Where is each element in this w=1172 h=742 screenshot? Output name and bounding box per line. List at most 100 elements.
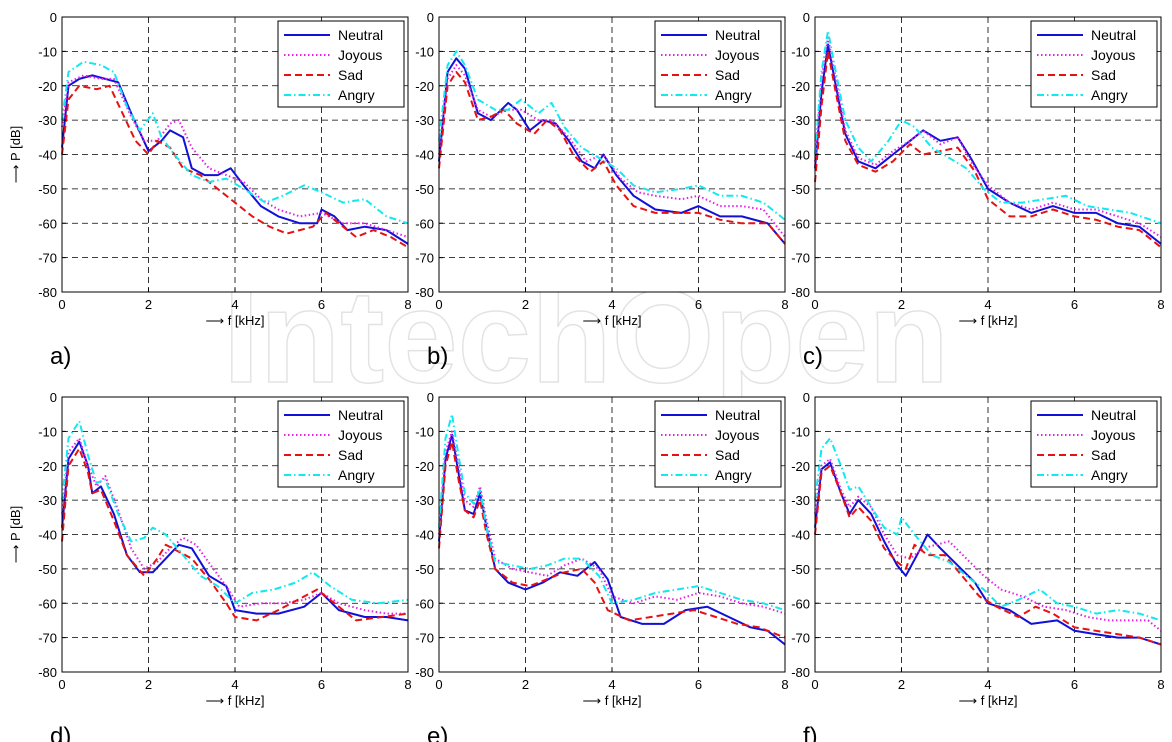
chart-panel: 0 2 4 6 8 -80 -70 -60 -50 -40 -30 -20 -10 0 ⟶ f [kHz] f… [791, 390, 1164, 742]
y-tick-label: -80 [415, 285, 434, 300]
series-line-joyous [814, 457, 1162, 632]
y-tick-label: -60 [415, 596, 434, 611]
y-tick-label: -30 [38, 113, 57, 128]
y-tick-label: 0 [803, 10, 810, 25]
y-tick-label: -70 [38, 251, 57, 266]
chart-panels: 0 2 4 6 8 -80 -70 -60 -50 -40 -30 -20 -10 0 ⟶ f [kHz] ⟶… [8, 10, 1165, 742]
panel-label: a) [50, 343, 71, 370]
chart-panel: 0 2 4 6 8 -80 -70 -60 -50 -40 -30 -20 -10 0 ⟶ f [kHz] ⟶… [8, 390, 412, 742]
legend-label-joyous: Joyous [715, 47, 759, 63]
y-tick-label: -60 [415, 216, 434, 231]
y-tick-label: -20 [415, 79, 434, 94]
legend: Neutral Joyous Sad Angry [1030, 400, 1158, 488]
y-tick-label: -20 [791, 79, 810, 94]
series-line-joyous [61, 74, 409, 238]
y-tick-label: 0 [50, 10, 57, 25]
x-tick-label: 6 [695, 677, 702, 692]
legend-label-angry: Angry [338, 467, 375, 483]
y-tick-label: -80 [791, 665, 810, 680]
legend-label-joyous: Joyous [1091, 47, 1135, 63]
legend: Neutral Joyous Sad Angry [277, 400, 405, 488]
x-tick-label: 6 [1071, 297, 1078, 312]
legend-label-neutral: Neutral [1091, 407, 1136, 423]
x-axis-label: ⟶ f [kHz] [205, 693, 264, 708]
legend-label-joyous: Joyous [338, 47, 382, 63]
y-tick-label: -20 [38, 79, 57, 94]
legend-label-angry: Angry [715, 87, 752, 103]
legend-label-sad: Sad [338, 67, 363, 83]
legend-label-neutral: Neutral [715, 407, 760, 423]
panel-label: b) [427, 343, 448, 370]
x-tick-label: 4 [231, 677, 238, 692]
x-axis-label: ⟶ f [kHz] [958, 693, 1017, 708]
chart-panel: 0 2 4 6 8 -80 -70 -60 -50 -40 -30 -20 -10 0 ⟶ f [kHz] ⟶… [8, 10, 412, 370]
legend-label-neutral: Neutral [338, 27, 383, 43]
y-tick-label: -40 [791, 528, 810, 543]
series-line-joyous [438, 64, 786, 238]
x-tick-label: 2 [145, 297, 152, 312]
x-tick-label: 0 [811, 677, 818, 692]
x-tick-label: 0 [435, 297, 442, 312]
x-tick-label: 2 [898, 297, 905, 312]
y-tick-label: 0 [427, 390, 434, 405]
y-tick-label: -20 [791, 459, 810, 474]
x-tick-label: 2 [522, 677, 529, 692]
series-line-sad [438, 71, 786, 245]
x-tick-label: 8 [1157, 297, 1164, 312]
x-tick-label: 4 [608, 677, 615, 692]
series-line-sad [61, 84, 409, 249]
legend-label-neutral: Neutral [715, 27, 760, 43]
x-tick-label: 6 [318, 677, 325, 692]
x-axis-label: ⟶ f [kHz] [582, 313, 641, 328]
y-tick-label: -10 [791, 44, 810, 59]
y-tick-label: -50 [38, 182, 57, 197]
legend-label-sad: Sad [1091, 67, 1116, 83]
x-tick-label: 6 [318, 297, 325, 312]
x-tick-label: 2 [898, 677, 905, 692]
x-tick-label: 4 [608, 297, 615, 312]
panel-label: f) [803, 723, 818, 742]
panel-label: c) [803, 343, 823, 370]
y-tick-label: -50 [415, 182, 434, 197]
y-tick-label: -40 [791, 148, 810, 163]
legend-label-neutral: Neutral [1091, 27, 1136, 43]
x-tick-label: 6 [1071, 677, 1078, 692]
legend-label-angry: Angry [1091, 87, 1128, 103]
y-tick-label: -80 [38, 665, 57, 680]
chart-panel: 0 2 4 6 8 -80 -70 -60 -50 -40 -30 -20 -10 0 ⟶ f [kHz] e… [415, 390, 788, 742]
legend-label-sad: Sad [1091, 447, 1116, 463]
chart-panel: 0 2 4 6 8 -80 -70 -60 -50 -40 -30 -20 -10 0 ⟶ f [kHz] b… [415, 10, 788, 370]
legend-label-joyous: Joyous [338, 427, 382, 443]
legend: Neutral Joyous Sad Angry [277, 20, 405, 108]
series-line-angry [438, 413, 786, 612]
x-tick-label: 2 [522, 297, 529, 312]
x-tick-label: 8 [404, 297, 411, 312]
x-tick-label: 0 [58, 677, 65, 692]
y-tick-label: -60 [791, 596, 810, 611]
series-line-joyous [438, 430, 786, 615]
y-tick-label: -10 [415, 44, 434, 59]
y-tick-label: -10 [415, 424, 434, 439]
x-tick-label: 0 [435, 677, 442, 692]
y-tick-label: -70 [38, 631, 57, 646]
y-tick-label: 0 [803, 390, 810, 405]
y-tick-label: -30 [415, 493, 434, 508]
y-tick-label: -40 [415, 528, 434, 543]
y-tick-label: -60 [38, 216, 57, 231]
x-tick-label: 6 [695, 297, 702, 312]
x-tick-label: 0 [811, 297, 818, 312]
y-tick-label: -50 [415, 562, 434, 577]
legend-label-angry: Angry [338, 87, 375, 103]
legend-label-sad: Sad [338, 447, 363, 463]
y-tick-label: -70 [791, 631, 810, 646]
y-tick-label: -30 [415, 113, 434, 128]
y-tick-label: 0 [427, 10, 434, 25]
y-axis-label: ⟶ P [dB] [8, 126, 23, 183]
y-tick-label: -80 [791, 285, 810, 300]
legend-label-neutral: Neutral [338, 407, 383, 423]
legend: Neutral Joyous Sad Angry [1030, 20, 1158, 108]
legend-label-joyous: Joyous [715, 427, 759, 443]
y-tick-label: -50 [38, 562, 57, 577]
y-tick-label: -10 [38, 44, 57, 59]
